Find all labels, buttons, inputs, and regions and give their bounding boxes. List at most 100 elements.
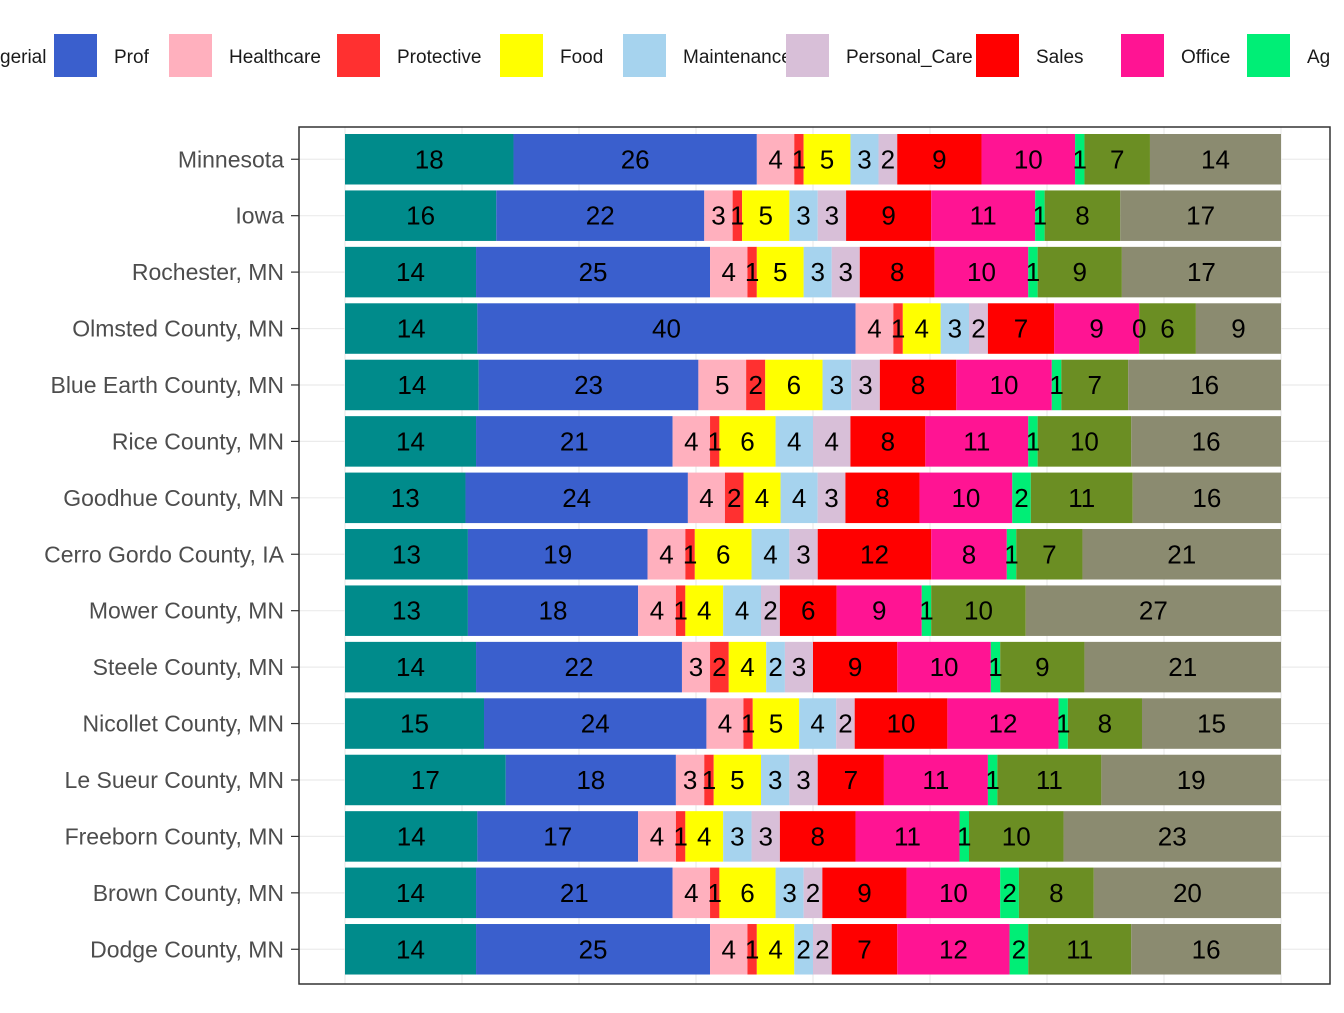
bar-segment [813,416,851,467]
data-label: 10 [1014,144,1043,174]
legend-key [500,34,543,77]
data-label: 9 [1231,314,1245,344]
bar-segment [710,246,748,298]
data-label: 9 [872,596,886,626]
bar-segment [710,416,720,467]
data-label: 3 [824,483,838,513]
bar-segment [1028,416,1038,467]
bar-segment [476,246,711,298]
data-label: 26 [621,144,650,174]
data-label: 15 [1197,709,1226,739]
data-label: 4 [659,539,673,569]
data-label: 4 [735,596,749,626]
bar-segment [675,811,686,862]
y-tick-label: Olmsted County, MN [72,316,284,342]
bar-segment [1061,359,1129,411]
data-label: 4 [768,934,782,964]
bar-segment [879,359,957,411]
data-label: 1 [1056,709,1070,739]
y-tick-label: Dodge County, MN [90,936,284,962]
data-label: 7 [1110,144,1124,174]
bar-segment [1037,246,1122,298]
bar-segment [959,811,969,862]
data-label: 11 [1036,765,1063,795]
y-tick-label: Steele County, MN [93,654,284,680]
data-label: 1 [891,314,905,344]
legend-key [976,34,1019,77]
bar-segment [710,867,720,919]
data-label: 1 [1073,144,1087,174]
data-label: 4 [722,257,736,287]
bar-segment [719,867,776,919]
data-label: 9 [1035,652,1049,682]
legend-label: Maintenance [683,47,792,68]
bar-segment [934,246,1029,298]
data-label: 3 [689,652,703,682]
bar-segment [1121,246,1281,298]
bar-segment [1093,867,1281,919]
bar-segment [817,754,884,806]
bar-segment [789,190,818,241]
y-tick-label: Nicollet County, MN [82,711,284,737]
bar-segment [925,416,1029,467]
data-label: 9 [857,878,871,908]
bar-segment [1035,190,1045,241]
data-label: 4 [914,314,928,344]
data-label: 1 [957,821,971,851]
data-label: 1 [988,652,1002,682]
data-label: 17 [1186,201,1215,231]
data-label: 5 [715,370,729,400]
bar-segment [345,246,477,298]
bar-segment [1030,472,1133,524]
bar-segment [638,585,676,636]
data-label: 22 [586,201,615,231]
bar-segment [981,134,1076,185]
data-label: 3 [825,201,839,231]
bar-segment [1067,698,1142,749]
bar-segment [969,811,1064,862]
bar-segment [685,811,724,862]
bar-segment [756,246,804,298]
bar-segment [1028,924,1132,975]
data-label: 4 [867,314,881,344]
bar-segment [713,754,761,806]
bar-segment [747,924,757,975]
y-tick-label: Le Sueur County, MN [65,767,284,793]
data-label: 3 [758,821,772,851]
bar-segment [1025,585,1281,636]
bar-segment [675,585,686,636]
bar-segment [746,359,766,411]
bar-segment [724,472,744,524]
data-label: 10 [990,370,1019,400]
bar-segment [997,754,1102,806]
legend-label: Protective [397,47,481,68]
bar-segment [779,585,837,636]
bar-segment [345,585,468,636]
bar-segment [817,529,932,580]
bar-segment [476,641,682,693]
bar-segment [467,585,639,636]
data-label: 5 [773,257,787,287]
data-label: 11 [963,426,990,456]
data-label: 9 [848,652,862,682]
bar-segment [476,867,673,919]
bar-segment [803,134,851,185]
bar-segment [1009,924,1029,975]
data-label: 24 [562,483,591,513]
data-label: 0 [1132,314,1146,344]
data-label: 8 [1098,709,1112,739]
bar-segment [747,246,757,298]
bar-segment [817,190,847,241]
bar-segment [723,585,761,636]
y-tick-label: Freeborn County, MN [65,823,284,849]
bar-segment [345,867,477,919]
y-tick-label: Brown County, MN [93,880,284,906]
data-label: 1 [683,539,697,569]
data-label: 1 [745,934,759,964]
data-label: 19 [1177,765,1206,795]
bar-segment [1128,359,1281,411]
bar-segment [345,472,466,524]
data-label: 2 [1002,878,1016,908]
bar-segment [897,641,991,693]
bar-segment [845,472,920,524]
